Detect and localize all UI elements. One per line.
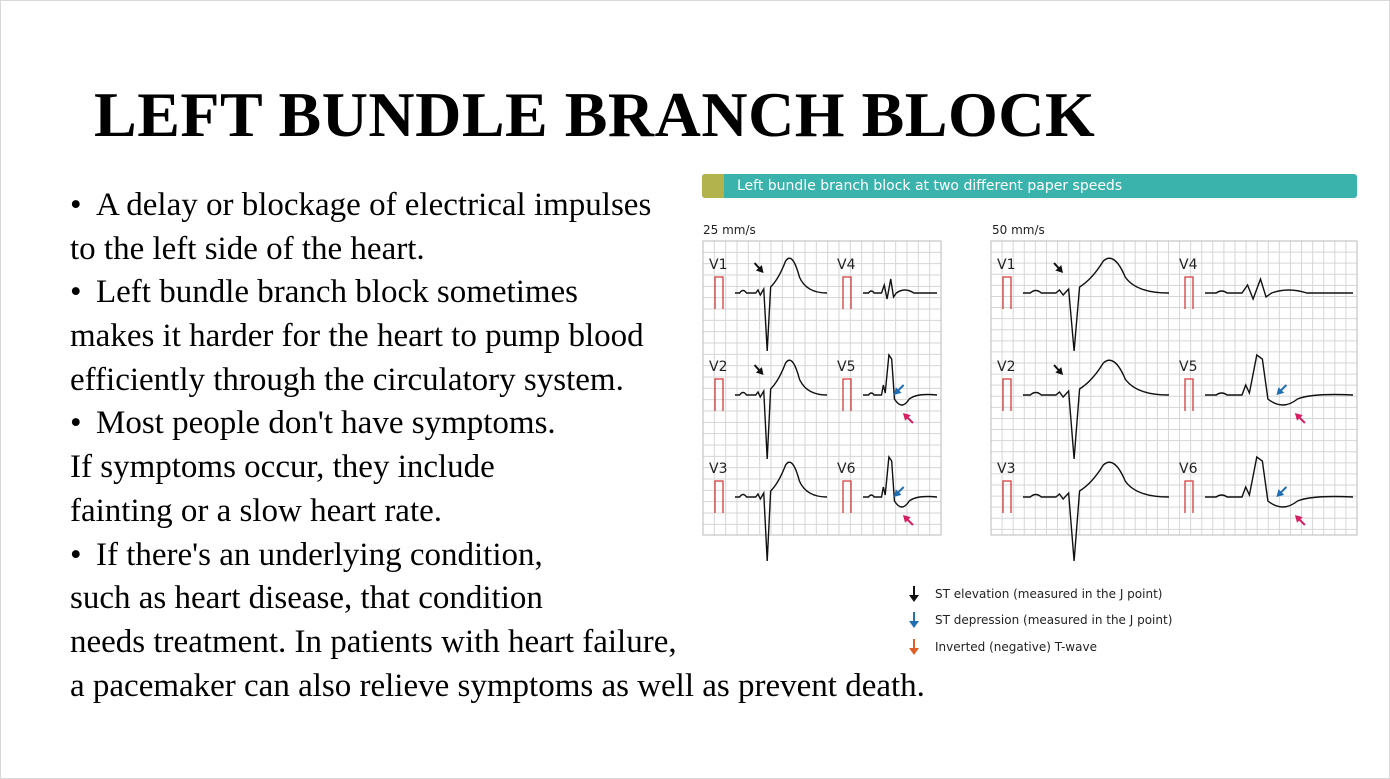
text-line: If symptoms occur, they include (70, 446, 925, 490)
legend-st-elevation: ST elevation (measured in the J point) (907, 585, 1162, 603)
ecg-trace (1205, 455, 1354, 508)
line-text: makes it harder for the heart to pump bl… (70, 318, 644, 355)
text-line: fainting or a slow heart rate. (70, 490, 925, 534)
ecg-trace (735, 359, 828, 460)
lead-label: V3 (997, 461, 1016, 477)
ecg-figure: Left bundle branch block at two differen… (702, 174, 1358, 664)
calibration-pulse (714, 378, 724, 411)
st-elevation-arrow-icon (1053, 262, 1064, 273)
line-text: fainting or a slow heart rate. (70, 492, 443, 529)
calibration-pulse (1002, 378, 1012, 411)
legend-inverted-t-wave: Inverted (negative) T-wave (907, 638, 1097, 656)
calibration-pulse (1002, 276, 1012, 309)
speed-label-50: 50 mm/s (992, 223, 1045, 237)
legend-label: ST elevation (measured in the J point) (935, 587, 1163, 601)
lead-label: V1 (709, 257, 728, 273)
slide-title: LEFT BUNDLE BRANCH BLOCK (94, 79, 1096, 150)
ecg-trace (1023, 257, 1170, 352)
calibration-pulse (842, 480, 852, 513)
st-depression-arrow-icon (1276, 486, 1288, 497)
ecg-panel-50mm: V1 V4 V2 V5 V3 V6 (990, 240, 1358, 569)
arrow-down-blue-icon (909, 612, 919, 628)
calibration-pulse (1002, 480, 1012, 513)
figure-banner: Left bundle branch block at two differen… (702, 174, 1357, 198)
ecg-trace (1023, 461, 1170, 562)
bullet-line: • A delay or blockage of electrical impul… (70, 184, 925, 228)
st-elevation-arrow-icon (753, 364, 764, 375)
st-elevation-arrow-icon (753, 262, 764, 273)
bullet-marker: • (70, 405, 82, 442)
line-text: needs treatment. In patients with heart … (70, 623, 677, 660)
calibration-pulse (842, 276, 852, 309)
calibration-pulse (1184, 480, 1194, 513)
legend-label: ST depression (measured in the J point) (935, 613, 1173, 627)
line-text: If there's an underlying condition, (96, 536, 543, 573)
calibration-pulse (1184, 276, 1194, 309)
bullet-marker: • (70, 274, 82, 311)
legend-label: Inverted (negative) T-wave (935, 640, 1097, 654)
lead-label: V4 (1179, 257, 1198, 273)
text-line: such as heart disease, that condition (70, 577, 925, 621)
st-elevation-arrow-icon (1053, 364, 1064, 375)
lead-label: V4 (837, 257, 856, 273)
calibration-pulse (714, 480, 724, 513)
t-wave-arrow-icon (902, 515, 914, 526)
calibration-pulse (1184, 378, 1194, 411)
text-line: a pacemaker can also relieve symptoms as… (70, 665, 925, 709)
line-text: Most people don't have symptoms. (96, 405, 556, 442)
lead-label: V6 (1179, 461, 1198, 477)
ecg-trace (1205, 276, 1353, 301)
st-depression-arrow-icon (893, 486, 905, 497)
calibration-pulse (842, 378, 852, 411)
t-wave-arrow-icon (902, 413, 914, 424)
lead-label: V2 (709, 359, 728, 375)
slide-body-text: • A delay or blockage of electrical impul… (70, 184, 925, 708)
ecg-trace (863, 353, 938, 406)
lead-label: V5 (1179, 359, 1198, 375)
t-wave-arrow-icon (1294, 515, 1306, 526)
st-depression-arrow-icon (893, 384, 905, 395)
ecg-trace (735, 257, 828, 352)
line-text: efficiently through the circulatory syst… (70, 361, 624, 398)
text-line: efficiently through the circulatory syst… (70, 359, 925, 403)
ecg-trace (1023, 359, 1170, 460)
line-text: such as heart disease, that condition (70, 580, 543, 617)
banner-accent (702, 174, 724, 198)
bullet-marker: • (70, 187, 82, 223)
t-wave-arrow-icon (1294, 413, 1306, 424)
line-text: to the left side of the heart. (70, 230, 425, 267)
lead-label: V6 (837, 461, 856, 477)
speed-label-25: 25 mm/s (703, 223, 756, 237)
text-line: makes it harder for the heart to pump bl… (70, 315, 925, 359)
lead-label: V3 (709, 461, 728, 477)
ecg-grid (702, 240, 942, 562)
line-text: Left bundle branch block sometimes (96, 274, 579, 311)
arrow-down-black-icon (909, 586, 919, 602)
ecg-grid (990, 240, 1358, 562)
ecg-trace (1205, 353, 1354, 406)
line-text: a pacemaker can also relieve symptoms as… (70, 667, 925, 704)
ecg-trace (863, 278, 937, 300)
calibration-pulse (714, 276, 724, 309)
legend-st-depression: ST depression (measured in the J point) (907, 611, 1172, 629)
text-line: needs treatment. In patients with heart … (70, 621, 925, 665)
banner-title: Left bundle branch block at two differen… (737, 178, 1123, 194)
ecg-panel-25mm: V1 V4 V2 V5 V3 V6 (702, 240, 942, 569)
bullet-marker: • (70, 536, 82, 573)
lead-label: V2 (997, 359, 1016, 375)
lead-label: V5 (837, 359, 856, 375)
lead-label: V1 (997, 257, 1016, 273)
bullet-line: • Left bundle branch block sometimes (70, 271, 925, 315)
line-text: If symptoms occur, they include (70, 449, 495, 486)
line-text: A delay or blockage of electrical impuls… (96, 187, 652, 223)
text-line: to the left side of the heart. (70, 228, 925, 272)
bullet-line: • If there's an underlying condition, (70, 534, 925, 578)
ecg-trace (735, 461, 828, 562)
st-depression-arrow-icon (1276, 384, 1288, 395)
ecg-trace (863, 455, 938, 508)
bullet-line: • Most people don't have symptoms. (70, 402, 925, 446)
arrow-down-orange-icon (909, 639, 919, 655)
